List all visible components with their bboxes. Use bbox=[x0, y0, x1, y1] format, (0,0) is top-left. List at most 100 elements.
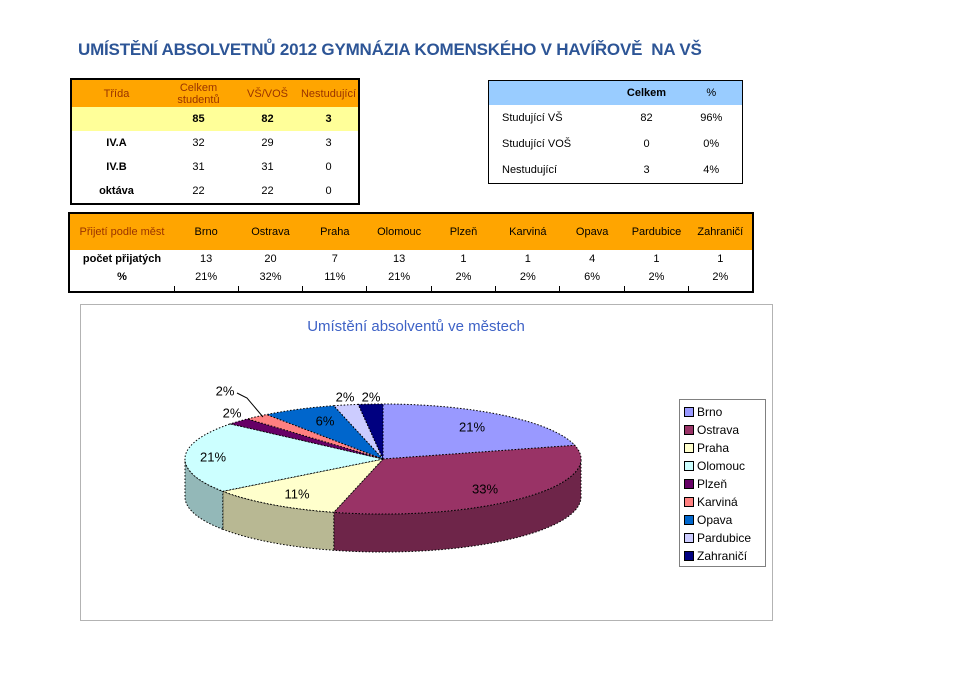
pie-slice-Opava bbox=[264, 405, 384, 460]
pie-side-Ostrava bbox=[333, 458, 582, 553]
column-header: Nestudující bbox=[299, 79, 359, 107]
row-label: % bbox=[117, 271, 127, 283]
row-label: Nestudující bbox=[502, 164, 558, 176]
count-cell: 1 bbox=[717, 253, 724, 265]
legend-key-icon bbox=[684, 461, 694, 471]
legend-label: Ostrava bbox=[697, 423, 740, 437]
legend-key-icon bbox=[684, 497, 694, 507]
table-row: počet přijatých 13 20 7 13 1 1 4 1 1 bbox=[69, 250, 753, 268]
table-header-row: Celkem% bbox=[488, 80, 743, 105]
pie-label-Opava: 6% bbox=[315, 413, 335, 429]
corner-header: Přijetí podle měst bbox=[69, 213, 174, 250]
pie-slice-Praha bbox=[221, 458, 385, 513]
table-row: Studující VŠ 82 96% bbox=[489, 105, 743, 131]
class-results-body: Třída Celkem studentů VŠ/VOŠ Nestudující 85 8… bbox=[71, 79, 359, 204]
stub-cell bbox=[623, 286, 689, 292]
pie-label-Praha: 11% bbox=[284, 486, 310, 502]
count-cell: 4 bbox=[589, 253, 596, 265]
legend-label: Plzeň bbox=[697, 477, 728, 491]
total-cell: 85 bbox=[161, 107, 236, 131]
city-column-header: Brno bbox=[174, 213, 239, 250]
value-cell: 96% bbox=[700, 112, 723, 124]
value-cell: 31 bbox=[261, 161, 274, 173]
total-cell: 3 bbox=[299, 107, 359, 131]
legend-label: Pardubice bbox=[697, 531, 752, 545]
count-cell: 13 bbox=[393, 253, 406, 265]
chart-legend: Brno Ostrava Praha Olomouc Plzeň Karviná Opava… bbox=[679, 399, 766, 567]
cities-body: Přijetí podle měst Brno Ostrava Praha Olomou… bbox=[69, 213, 753, 292]
count-cell: 13 bbox=[200, 253, 213, 265]
column-header: Celkem studentů bbox=[161, 79, 236, 107]
chart-title: Umístění absolventů ve městech bbox=[307, 318, 525, 335]
legend-label: Brno bbox=[697, 405, 723, 419]
count-cell: 1 bbox=[653, 253, 660, 265]
stub-cell bbox=[495, 286, 560, 292]
class-results-table: Třída Celkem studentů VŠ/VOŠ Nestudující 85 8… bbox=[70, 78, 360, 205]
column-header: Celkem bbox=[612, 80, 681, 105]
table-row: % 21% 32% 11% 21% 2% 2% 6% 2% 2% bbox=[69, 268, 753, 286]
stub-cell bbox=[430, 286, 496, 292]
count-cell: 20 bbox=[264, 253, 277, 265]
label-leader-line bbox=[236, 392, 264, 418]
table-header-row: Přijetí podle měst Brno Ostrava Praha Olomou… bbox=[69, 213, 753, 250]
legend-item-Brno: Brno bbox=[684, 403, 765, 421]
row-label: počet přijatých bbox=[82, 253, 162, 265]
legend-key-icon bbox=[684, 443, 694, 453]
value-cell: 22 bbox=[261, 185, 274, 197]
city-column-header: Plzeň bbox=[431, 213, 496, 250]
row-label: Studující VOŠ bbox=[502, 138, 572, 150]
legend-label: Olomouc bbox=[697, 459, 746, 473]
city-column-header: Pardubice bbox=[624, 213, 689, 250]
city-column-header: Opava bbox=[559, 213, 625, 250]
study-summary-table: Celkem% Studující VŠ 82 96% Studující VOŠ 0 0%… bbox=[488, 80, 743, 184]
count-cell: 7 bbox=[331, 253, 338, 265]
value-cell: 29 bbox=[261, 137, 274, 149]
legend-item-Ostrava: Ostrava bbox=[684, 421, 765, 439]
city-column-header: Zahraničí bbox=[688, 213, 753, 250]
table-row: IV.A 32 29 3 bbox=[71, 131, 359, 155]
legend-key-icon bbox=[684, 407, 694, 417]
pie-slice-Karviná bbox=[245, 413, 384, 460]
pct-cell: 2% bbox=[455, 271, 472, 283]
value-cell: 3 bbox=[325, 137, 332, 149]
row-label: oktáva bbox=[99, 185, 134, 197]
stub-cell bbox=[173, 286, 239, 292]
pie-slice-Plzeň bbox=[228, 418, 384, 460]
pie-label-Ostrava: 33% bbox=[471, 481, 499, 497]
page-title: UMÍSTĚNÍ ABSOLVETNŮ 2012 GYMNÁZIA KOMENS… bbox=[78, 40, 702, 59]
city-column-header: Karviná bbox=[495, 213, 560, 250]
cities-table: Přijetí podle měst Brno Ostrava Praha Olomou… bbox=[68, 212, 754, 293]
table-row: Nestudující 3 4% bbox=[489, 157, 743, 184]
pct-cell: 21% bbox=[388, 271, 411, 283]
city-column-header: Olomouc bbox=[366, 213, 432, 250]
total-row: 85 82 3 bbox=[71, 107, 359, 131]
legend-item-Karviná: Karviná bbox=[684, 493, 765, 511]
row-label bbox=[71, 107, 161, 131]
pie-slice-Ostrava bbox=[332, 444, 582, 515]
legend-key-icon bbox=[684, 479, 694, 489]
column-header: Třída bbox=[71, 79, 161, 107]
table-row: IV.B 31 31 0 bbox=[71, 155, 359, 179]
value-cell: 22 bbox=[192, 185, 205, 197]
value-cell: 31 bbox=[192, 161, 205, 173]
stub-cell bbox=[302, 286, 367, 292]
stub-cell bbox=[559, 286, 625, 292]
value-cell: 3 bbox=[643, 164, 650, 176]
pct-cell: 2% bbox=[648, 271, 665, 283]
row-label: IV.A bbox=[106, 137, 127, 149]
pie-label-Zahraničí: 2% bbox=[361, 389, 381, 405]
value-cell: 82 bbox=[640, 112, 653, 124]
column-header: VŠ/VOŠ bbox=[236, 79, 299, 107]
pie-slice-Zahraničí bbox=[357, 403, 384, 460]
stub-cell bbox=[69, 286, 174, 292]
legend-item-Pardubice: Pardubice bbox=[684, 529, 765, 547]
total-cell: 82 bbox=[236, 107, 299, 131]
table-header-row: Třída Celkem studentů VŠ/VOŠ Nestudující bbox=[71, 79, 359, 107]
value-cell: 0 bbox=[325, 185, 332, 197]
value-cell: 0 bbox=[325, 161, 332, 173]
value-cell: 0 bbox=[643, 138, 650, 150]
legend-label: Praha bbox=[697, 441, 730, 455]
value-cell: 32 bbox=[192, 137, 205, 149]
study-summary-body: Celkem% Studující VŠ 82 96% Studující VOŠ 0 0%… bbox=[488, 80, 743, 184]
